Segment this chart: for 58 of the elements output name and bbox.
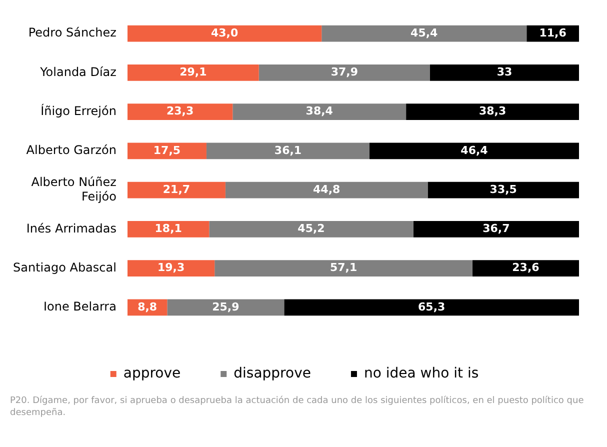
data-label: 37,9 (330, 66, 358, 79)
data-label: 8,8 (138, 300, 158, 314)
y-tick-label: Inés Arrimadas (26, 221, 116, 236)
legend-label: approve (123, 366, 181, 382)
bar (127, 142, 206, 160)
bar (167, 299, 284, 316)
bar (214, 260, 472, 277)
data-label: 19,3 (157, 261, 185, 274)
data-label: 33,5 (490, 182, 517, 196)
data-label: 33 (496, 66, 512, 79)
data-label: 65,3 (418, 300, 446, 314)
data-label: 23,6 (512, 261, 540, 274)
bar (232, 104, 406, 120)
text: P20. Dígame, por favor, si aprueba o desaprueba la actuación de cada uno de los siguientes políticos, en el puesto político que desempeña. (10, 395, 585, 419)
data-label: 17,5 (153, 144, 181, 157)
data-label: 43,0 (210, 26, 238, 40)
data-label: 45,2 (298, 222, 325, 236)
data-label: 38,3 (478, 104, 506, 118)
bar (127, 220, 210, 238)
y-tick-label: Íñigo Errejón (40, 102, 116, 118)
bar (428, 182, 579, 198)
bar (258, 64, 430, 81)
bar (206, 142, 370, 160)
y-tick-label: Yolanda Díaz (39, 64, 116, 79)
data-label: 25,9 (212, 300, 240, 314)
bar (369, 142, 579, 160)
bar (127, 104, 233, 120)
data-label: 29,1 (180, 66, 207, 79)
data-label: 18,1 (154, 222, 182, 236)
y-tick-label: Pedro Sánchez (28, 26, 116, 40)
data-label: 45,4 (410, 26, 438, 40)
bar (127, 25, 322, 42)
y-tick-label: Alberto Garzón (26, 143, 116, 158)
data-label: 57,1 (330, 261, 358, 274)
data-label: 36,1 (274, 144, 302, 157)
y-tick-label: Santiago Abascal (12, 260, 116, 274)
data-label: 46,4 (460, 144, 488, 157)
bar (472, 260, 579, 277)
bar (430, 64, 579, 81)
legend-label: no idea who it is (364, 366, 479, 382)
data-label: 38,4 (306, 104, 334, 118)
data-label: 44,8 (313, 182, 340, 196)
bar (127, 182, 226, 198)
bar (322, 25, 527, 42)
bar (406, 104, 579, 120)
data-label: 36,7 (482, 222, 510, 236)
bar (225, 182, 428, 198)
legend-label: disapprove (234, 366, 311, 382)
bar (209, 220, 414, 238)
bar (284, 299, 579, 316)
data-label: 11,6 (539, 26, 567, 40)
data-label: 23,3 (166, 104, 194, 118)
data-label: 21,7 (162, 182, 190, 196)
y-tick-label: Alberto Núñez Feijóo (31, 174, 116, 204)
bar (127, 64, 259, 81)
bar (413, 220, 579, 238)
y-tick-label: Ione Belarra (43, 300, 116, 314)
bar (127, 260, 215, 277)
